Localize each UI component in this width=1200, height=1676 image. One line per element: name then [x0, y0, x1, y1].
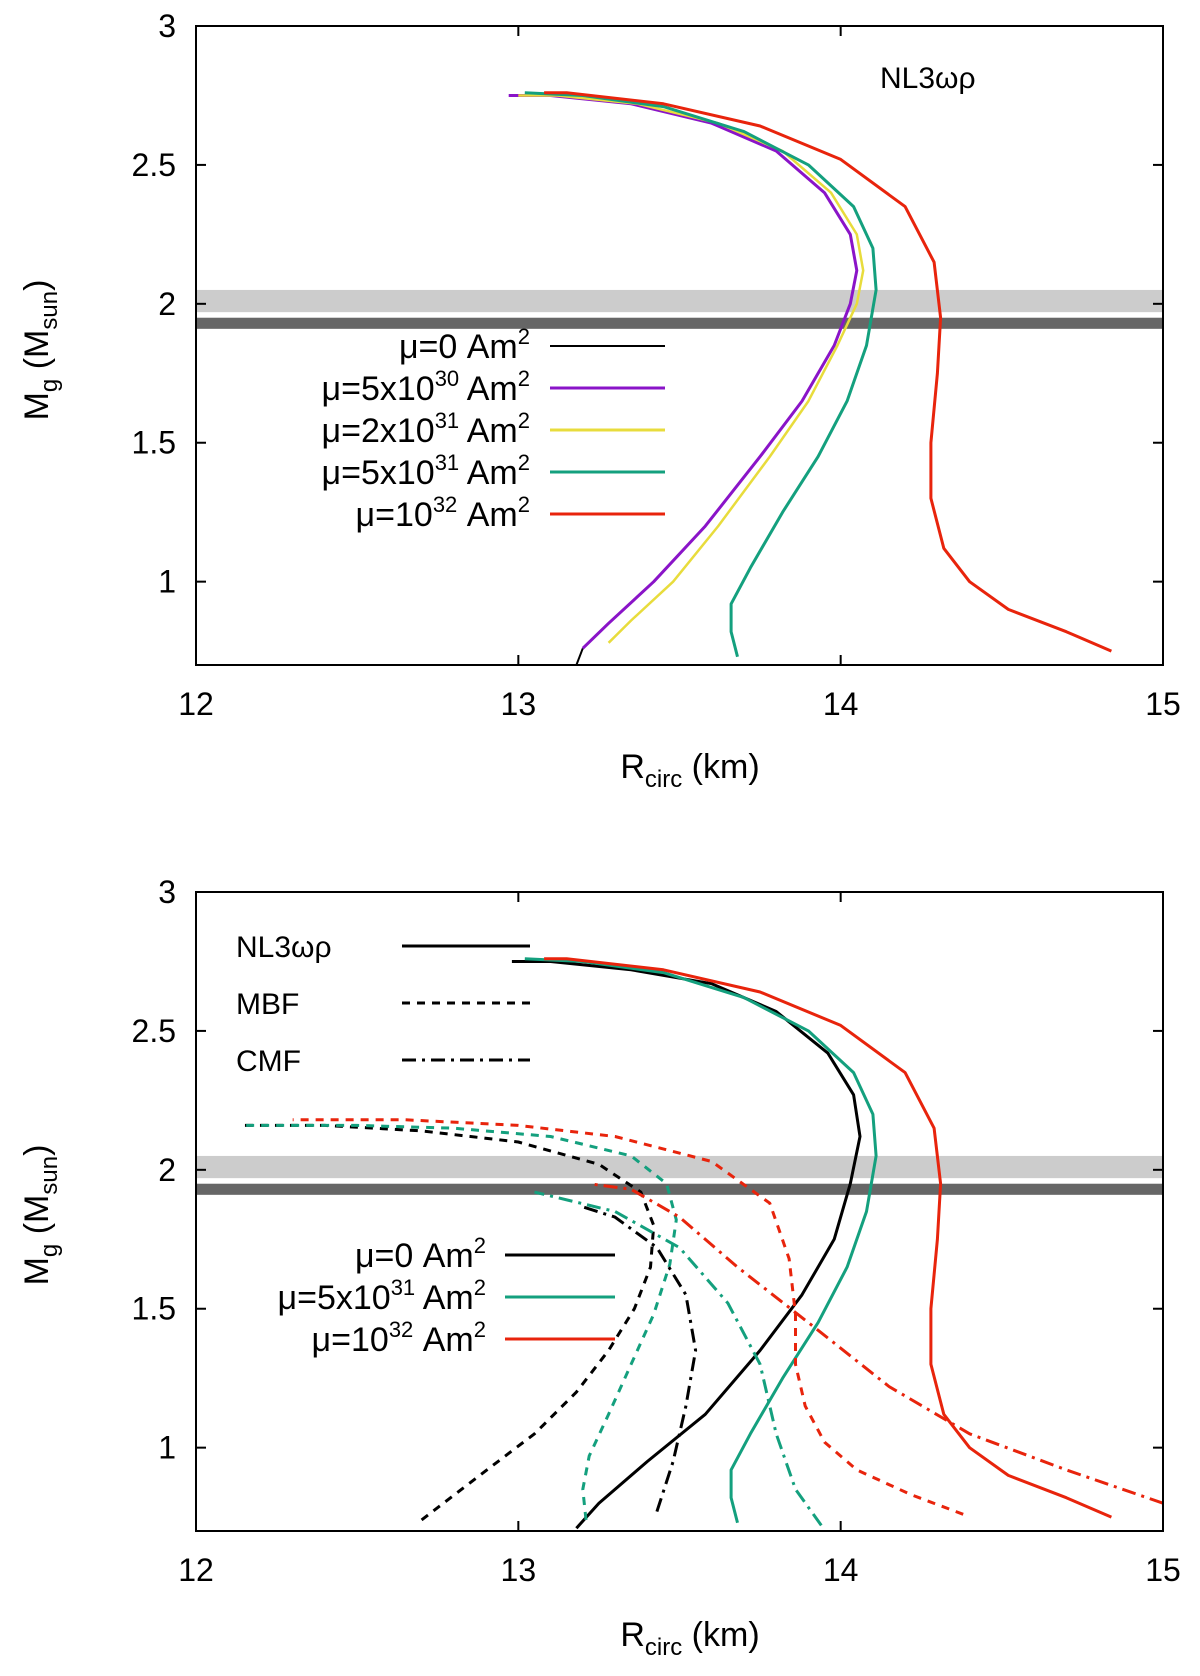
x-tick-label: 15 [1145, 1552, 1181, 1588]
bottom-chart-panel: NL3ωρ μ=0NL3ωρ μ=5x10^31NL3ωρ μ=10^32MBF… [18, 874, 1181, 1661]
y-tick-label: 3 [158, 874, 176, 910]
top-y-ticks: 1 1.5 2 2.5 3 [132, 8, 1163, 600]
series-line: CMF μ=10^32 [589, 1182, 1163, 1505]
legend-label: μ=1032 Am2 [312, 1317, 486, 1359]
top-y-axis-label: Mg (Msun) [18, 280, 63, 421]
bottom-x-ticks: 12 13 14 15 [178, 892, 1181, 1588]
y-tick-label: 2.5 [132, 147, 176, 183]
x-tick-label: 12 [178, 1552, 214, 1588]
series-line: NL3ωρ μ=5x10^31 [524, 957, 878, 1524]
style-legend-label: NL3ωρ [236, 931, 332, 964]
y-tick-label: 3 [158, 8, 176, 44]
series-line: MBF μ=0 [244, 1123, 656, 1522]
style-legend-label: MBF [236, 988, 299, 1021]
style-legend-label: CMF [236, 1045, 301, 1078]
top-x-axis-label: Rcirc (km) [620, 748, 759, 793]
legend-label: μ=5x1030 Am2 [322, 366, 531, 408]
bottom-y-axis-label: Mg (Msun) [18, 1145, 63, 1286]
series-line: CMF μ=0 [579, 1204, 698, 1513]
x-tick-label: 13 [501, 1552, 537, 1588]
y-tick-label: 2 [158, 1152, 176, 1188]
legend-label: μ=2x1031 Am2 [322, 408, 531, 450]
bottom-x-axis-label: Rcirc (km) [620, 1616, 759, 1661]
mass-band-0 [196, 1155, 1163, 1179]
bottom-mass-bands [196, 1155, 1163, 1195]
bottom-y-ticks: 1 1.5 2 2.5 3 [132, 874, 1163, 1466]
mass-band-1 [196, 317, 1163, 329]
series-line: μ=5x10^31 Am² [524, 91, 878, 658]
y-tick-label: 2.5 [132, 1013, 176, 1049]
x-tick-label: 15 [1145, 686, 1181, 722]
legend-label: μ=0 Am2 [399, 324, 530, 366]
y-tick-label: 2 [158, 286, 176, 322]
top-x-ticks: 12 13 14 15 [178, 26, 1181, 722]
bottom-plot-frame [195, 891, 1164, 1532]
x-tick-label: 13 [501, 686, 537, 722]
mass-band-0 [196, 289, 1163, 313]
x-tick-label: 14 [823, 686, 859, 722]
legend-label: μ=5x1031 Am2 [322, 450, 531, 492]
x-tick-label: 12 [178, 686, 214, 722]
series-line: μ=10^32 Am² [544, 91, 1112, 653]
top-mass-bands [196, 289, 1163, 329]
mass-band-1 [196, 1183, 1163, 1195]
y-tick-label: 1.5 [132, 425, 176, 461]
legend-label: μ=0 Am2 [355, 1233, 486, 1275]
legend-label: μ=5x1031 Am2 [278, 1275, 487, 1317]
bottom-style-legend: NL3ωρ MBF CMF [236, 931, 530, 1078]
series-line: CMF μ=5x10^31 [534, 1190, 823, 1527]
bottom-series-group: NL3ωρ μ=0NL3ωρ μ=5x10^31NL3ωρ μ=10^32MBF… [244, 957, 1163, 1530]
series-line: NL3ωρ μ=0 [511, 960, 862, 1530]
series-line: μ=0 Am² [575, 647, 584, 665]
series-line: NL3ωρ μ=10^32 [544, 957, 1112, 1519]
top-annotation: NL3ωρ [880, 62, 976, 95]
x-tick-label: 14 [823, 1552, 859, 1588]
series-line: MBF μ=10^32 [292, 1118, 964, 1516]
series-line: μ=2x10^31 Am² [518, 94, 865, 644]
y-tick-label: 1 [158, 1430, 176, 1466]
legend-label: μ=1032 Am2 [356, 492, 530, 534]
top-plot-frame [195, 25, 1164, 666]
y-tick-label: 1 [158, 564, 176, 600]
y-tick-label: 1.5 [132, 1291, 176, 1327]
series-line: μ=5x10^30 Am² [508, 94, 859, 650]
